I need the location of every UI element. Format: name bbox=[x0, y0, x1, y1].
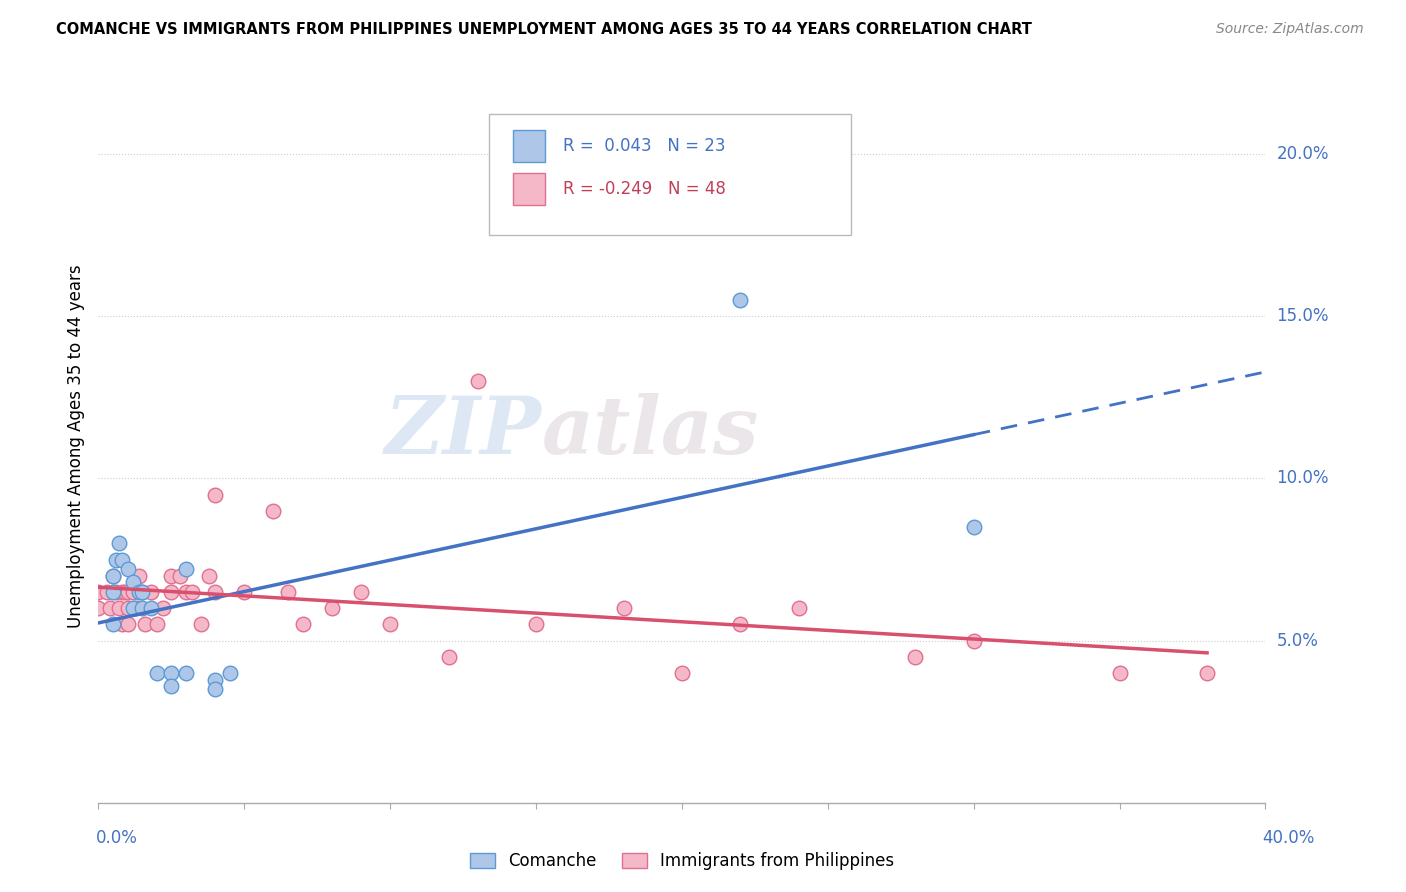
Point bbox=[160, 666, 183, 681]
Point bbox=[204, 585, 226, 599]
Point bbox=[101, 617, 124, 632]
Point bbox=[146, 617, 169, 632]
Point bbox=[467, 374, 489, 388]
Point bbox=[114, 585, 136, 599]
Point bbox=[174, 666, 197, 681]
Point bbox=[146, 666, 169, 681]
Point bbox=[612, 601, 634, 615]
Point bbox=[169, 568, 191, 582]
Point bbox=[101, 585, 124, 599]
Point bbox=[152, 601, 174, 615]
Point bbox=[122, 575, 145, 590]
Point bbox=[160, 585, 183, 599]
Text: 0.0%: 0.0% bbox=[96, 829, 138, 847]
Point bbox=[111, 617, 134, 632]
Point bbox=[174, 585, 197, 599]
Point bbox=[128, 585, 150, 599]
Text: 20.0%: 20.0% bbox=[1277, 145, 1329, 163]
Point bbox=[101, 568, 124, 582]
Point bbox=[139, 585, 162, 599]
Point bbox=[96, 585, 118, 599]
Point bbox=[962, 520, 984, 534]
Text: 5.0%: 5.0% bbox=[1277, 632, 1319, 649]
Point bbox=[131, 601, 153, 615]
Point bbox=[160, 568, 183, 582]
Point bbox=[104, 552, 127, 566]
Text: Source: ZipAtlas.com: Source: ZipAtlas.com bbox=[1216, 22, 1364, 37]
Legend: Comanche, Immigrants from Philippines: Comanche, Immigrants from Philippines bbox=[463, 846, 901, 877]
Point bbox=[104, 585, 127, 599]
Point bbox=[117, 585, 139, 599]
Text: 40.0%: 40.0% bbox=[1263, 829, 1315, 847]
Point bbox=[139, 601, 162, 615]
Point bbox=[204, 682, 226, 697]
Point bbox=[117, 562, 139, 576]
Point bbox=[204, 673, 226, 687]
Point bbox=[122, 585, 145, 599]
Text: 10.0%: 10.0% bbox=[1277, 469, 1329, 487]
Point bbox=[160, 679, 183, 693]
Point bbox=[134, 617, 156, 632]
Point bbox=[131, 585, 153, 599]
Text: 15.0%: 15.0% bbox=[1277, 307, 1329, 326]
Point bbox=[117, 601, 139, 615]
Point bbox=[962, 633, 984, 648]
FancyBboxPatch shape bbox=[489, 114, 851, 235]
Point bbox=[233, 585, 256, 599]
Point bbox=[524, 617, 547, 632]
Point bbox=[671, 666, 693, 681]
Point bbox=[111, 552, 134, 566]
Point bbox=[108, 601, 131, 615]
Point bbox=[180, 585, 202, 599]
Point bbox=[87, 585, 110, 599]
Point bbox=[1195, 666, 1218, 681]
Point bbox=[277, 585, 299, 599]
Text: R = -0.249   N = 48: R = -0.249 N = 48 bbox=[562, 180, 725, 198]
Point bbox=[262, 504, 284, 518]
Point bbox=[122, 601, 145, 615]
Point bbox=[174, 562, 197, 576]
Point bbox=[204, 488, 226, 502]
Point bbox=[108, 536, 131, 550]
Text: R =  0.043   N = 23: R = 0.043 N = 23 bbox=[562, 137, 725, 155]
Point bbox=[101, 568, 124, 582]
Y-axis label: Unemployment Among Ages 35 to 44 years: Unemployment Among Ages 35 to 44 years bbox=[66, 264, 84, 628]
Text: atlas: atlas bbox=[541, 393, 759, 470]
Point bbox=[198, 568, 221, 582]
Text: ZIP: ZIP bbox=[385, 393, 541, 470]
Point bbox=[378, 617, 402, 632]
Point bbox=[437, 649, 460, 664]
Point bbox=[321, 601, 343, 615]
Point bbox=[98, 601, 121, 615]
Point bbox=[787, 601, 810, 615]
Point bbox=[728, 293, 751, 307]
Point bbox=[904, 649, 927, 664]
FancyBboxPatch shape bbox=[513, 173, 546, 205]
Point bbox=[190, 617, 212, 632]
Point bbox=[111, 585, 134, 599]
Text: COMANCHE VS IMMIGRANTS FROM PHILIPPINES UNEMPLOYMENT AMONG AGES 35 TO 44 YEARS C: COMANCHE VS IMMIGRANTS FROM PHILIPPINES … bbox=[56, 22, 1032, 37]
Point bbox=[128, 568, 150, 582]
FancyBboxPatch shape bbox=[513, 130, 546, 162]
Point bbox=[125, 601, 148, 615]
Point bbox=[131, 585, 153, 599]
Point bbox=[87, 601, 110, 615]
Point bbox=[1108, 666, 1130, 681]
Point bbox=[117, 617, 139, 632]
Point bbox=[350, 585, 373, 599]
Point bbox=[218, 666, 240, 681]
Point bbox=[728, 617, 751, 632]
Point bbox=[291, 617, 314, 632]
